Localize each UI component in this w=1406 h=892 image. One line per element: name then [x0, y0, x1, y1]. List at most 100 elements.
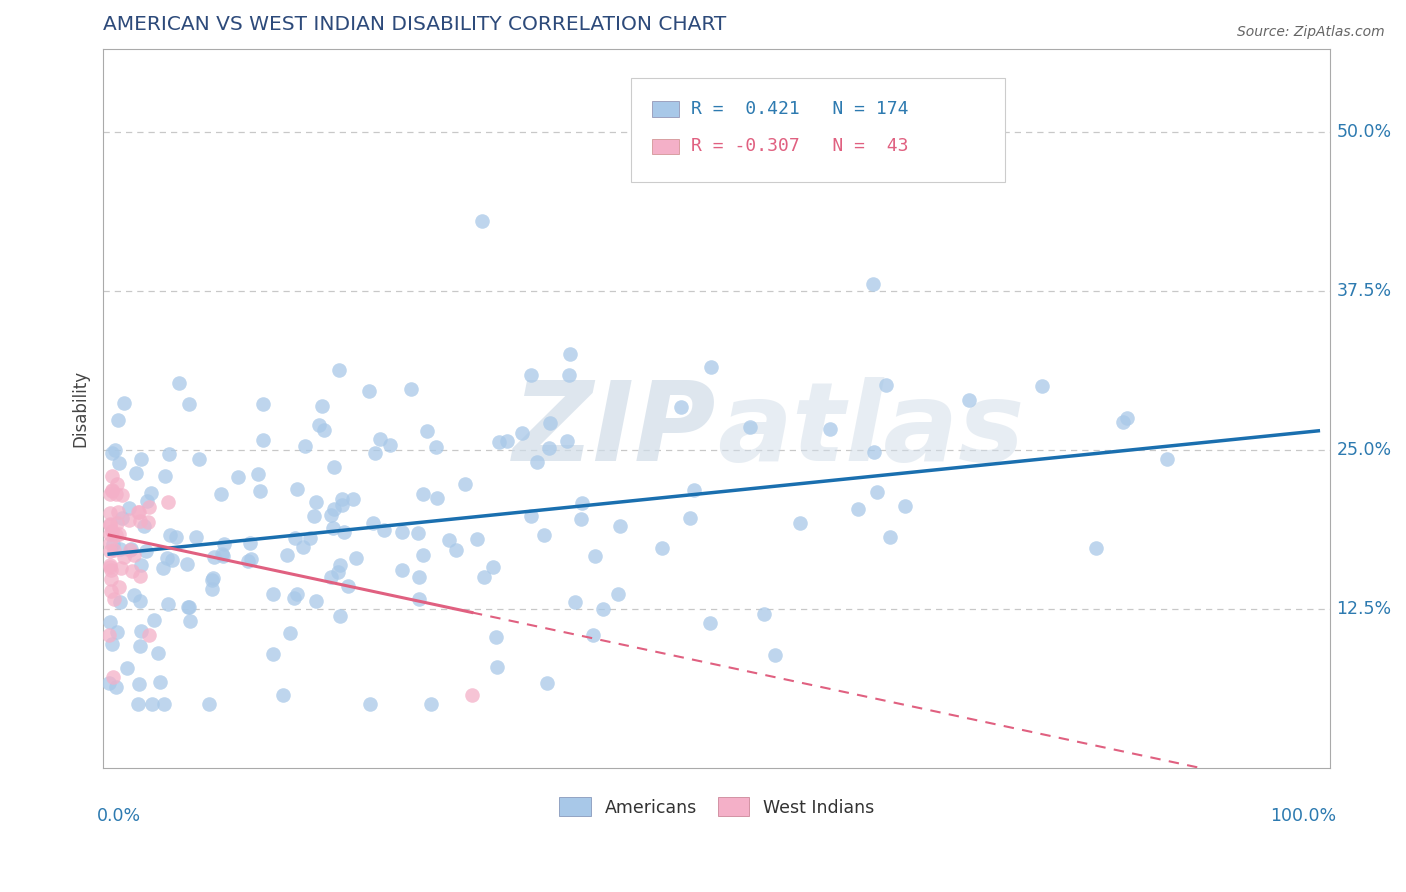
- Point: [520, 368, 543, 383]
- Point: [101, 483, 124, 498]
- Point: [311, 400, 333, 414]
- Point: [512, 426, 534, 441]
- Point: [115, 661, 138, 675]
- Point: [112, 396, 135, 410]
- Point: [129, 594, 152, 608]
- Point: [138, 500, 160, 514]
- Point: [330, 491, 353, 506]
- Point: [495, 434, 517, 449]
- Point: [153, 697, 176, 711]
- Point: [461, 689, 484, 703]
- Point: [156, 597, 179, 611]
- Point: [104, 442, 127, 457]
- Point: [146, 647, 169, 661]
- Point: [322, 501, 344, 516]
- Point: [128, 676, 150, 690]
- Point: [100, 544, 122, 558]
- Point: [156, 551, 179, 566]
- Point: [108, 542, 131, 557]
- Point: [609, 519, 631, 533]
- FancyBboxPatch shape: [652, 101, 679, 117]
- Point: [740, 420, 762, 434]
- Point: [132, 518, 155, 533]
- Point: [416, 424, 439, 438]
- Point: [285, 587, 308, 601]
- Point: [752, 607, 775, 621]
- Point: [201, 573, 224, 587]
- Point: [271, 689, 294, 703]
- Point: [558, 368, 581, 383]
- Point: [359, 697, 381, 711]
- Point: [107, 456, 129, 470]
- Point: [112, 549, 135, 564]
- Point: [228, 470, 250, 484]
- Point: [118, 542, 141, 557]
- Point: [211, 547, 233, 561]
- Point: [177, 599, 200, 614]
- Point: [485, 660, 508, 674]
- Point: [98, 615, 121, 629]
- Point: [124, 588, 146, 602]
- Point: [160, 553, 183, 567]
- Text: 37.5%: 37.5%: [1337, 282, 1392, 300]
- Point: [607, 587, 630, 601]
- Point: [304, 594, 326, 608]
- Point: [408, 591, 430, 606]
- Point: [129, 639, 152, 653]
- Point: [894, 499, 917, 513]
- Point: [1112, 415, 1135, 429]
- Point: [683, 483, 706, 497]
- Point: [558, 347, 581, 361]
- Point: [98, 507, 121, 521]
- Point: [141, 697, 163, 711]
- Point: [105, 624, 128, 639]
- Point: [101, 670, 124, 684]
- Point: [862, 445, 884, 459]
- Point: [488, 434, 510, 449]
- Point: [391, 563, 413, 577]
- Point: [323, 460, 346, 475]
- Point: [359, 384, 381, 399]
- Point: [107, 505, 129, 519]
- Point: [200, 582, 222, 596]
- Point: [536, 676, 558, 690]
- FancyBboxPatch shape: [652, 138, 679, 154]
- Point: [526, 455, 548, 469]
- Point: [100, 446, 122, 460]
- Point: [152, 561, 174, 575]
- Point: [135, 544, 157, 558]
- Point: [485, 630, 508, 644]
- Point: [789, 516, 811, 530]
- Point: [370, 432, 392, 446]
- Point: [333, 525, 356, 540]
- Point: [472, 570, 495, 584]
- Point: [105, 487, 128, 501]
- Point: [278, 625, 301, 640]
- Point: [420, 697, 443, 711]
- Point: [105, 516, 128, 531]
- Point: [111, 488, 134, 502]
- Point: [305, 495, 328, 509]
- Text: atlas: atlas: [717, 376, 1024, 483]
- Point: [177, 599, 200, 614]
- Point: [308, 417, 330, 432]
- Point: [100, 584, 122, 599]
- Point: [110, 561, 132, 575]
- Text: 50.0%: 50.0%: [1337, 123, 1392, 141]
- Point: [240, 551, 263, 566]
- Point: [294, 438, 316, 452]
- Point: [159, 528, 181, 542]
- Point: [128, 505, 150, 519]
- Point: [107, 580, 129, 594]
- Y-axis label: Disability: Disability: [72, 370, 89, 447]
- Point: [465, 532, 488, 546]
- Point: [209, 487, 232, 501]
- Point: [700, 359, 723, 374]
- Point: [149, 674, 172, 689]
- Point: [110, 510, 132, 524]
- Point: [105, 527, 128, 541]
- Text: 12.5%: 12.5%: [1337, 599, 1392, 618]
- Point: [866, 485, 889, 500]
- Point: [101, 524, 124, 539]
- Point: [302, 508, 325, 523]
